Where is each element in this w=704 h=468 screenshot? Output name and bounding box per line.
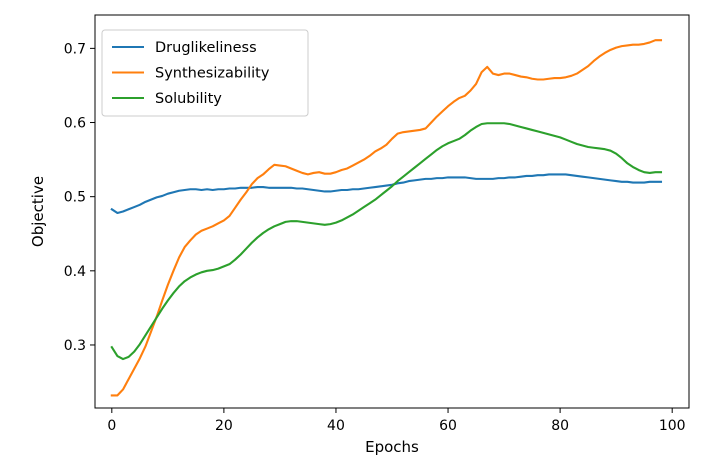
- plot-area: [110, 39, 663, 397]
- series-line-druglikeliness: [110, 173, 663, 215]
- x-axis-label: Epochs: [365, 438, 419, 456]
- legend-box: [101, 29, 309, 117]
- series-lines: [110, 39, 663, 397]
- x-tick-label: 20: [215, 418, 233, 434]
- x-tick-label: 0: [107, 418, 116, 434]
- x-tick-label: 60: [439, 418, 457, 434]
- axes-frame: [94, 14, 690, 409]
- y-tick-label: 0.6: [64, 116, 86, 132]
- legend: Druglikeliness Synthesizability Solubility: [101, 29, 309, 117]
- y-axis-label: Objective: [29, 176, 47, 247]
- x-tick-label: 40: [327, 418, 345, 434]
- y-tick-label: 0.5: [64, 190, 86, 206]
- series-line-solubility: [110, 122, 663, 361]
- legend-label-synthesizability: Synthesizability: [155, 66, 270, 82]
- series-line-synthesizability: [110, 39, 663, 397]
- y-tick-label: 0.7: [64, 41, 86, 57]
- legend-label-solubility: Solubility: [155, 91, 222, 107]
- legend-label-druglikeliness: Druglikeliness: [155, 40, 257, 56]
- x-tick-label: 100: [659, 418, 686, 434]
- y-tick-label: 0.3: [64, 338, 86, 354]
- y-tick-label: 0.4: [64, 264, 86, 280]
- axes: 0 20 40 60 80 100 0.3 0.4 0.5 0.6 0.7: [64, 14, 690, 434]
- x-tick-label: 80: [551, 418, 569, 434]
